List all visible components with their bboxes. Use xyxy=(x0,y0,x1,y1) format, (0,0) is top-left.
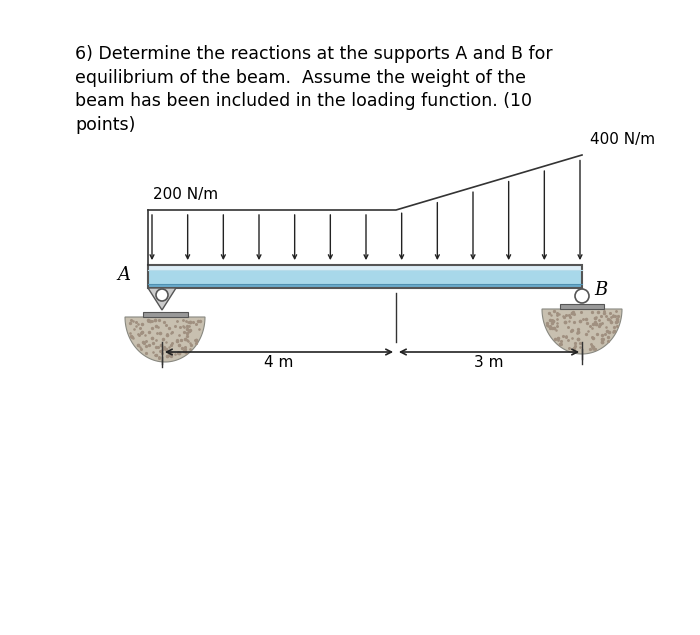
Text: A: A xyxy=(117,266,130,284)
Text: 400 N/m: 400 N/m xyxy=(590,132,655,147)
Bar xyxy=(148,270,582,284)
Bar xyxy=(148,265,582,270)
Bar xyxy=(148,284,582,288)
Bar xyxy=(148,265,582,288)
Polygon shape xyxy=(148,288,176,310)
Circle shape xyxy=(575,289,589,303)
Text: 3 m: 3 m xyxy=(475,355,504,370)
Text: 200 N/m: 200 N/m xyxy=(153,187,218,202)
Text: B: B xyxy=(594,281,608,299)
Bar xyxy=(560,304,604,309)
Text: 6) Determine the reactions at the supports A and B for
equilibrium of the beam. : 6) Determine the reactions at the suppor… xyxy=(75,45,552,134)
Polygon shape xyxy=(542,309,622,354)
Text: 4 m: 4 m xyxy=(265,355,294,370)
Polygon shape xyxy=(125,317,205,362)
Circle shape xyxy=(156,289,168,301)
Bar xyxy=(143,312,188,317)
